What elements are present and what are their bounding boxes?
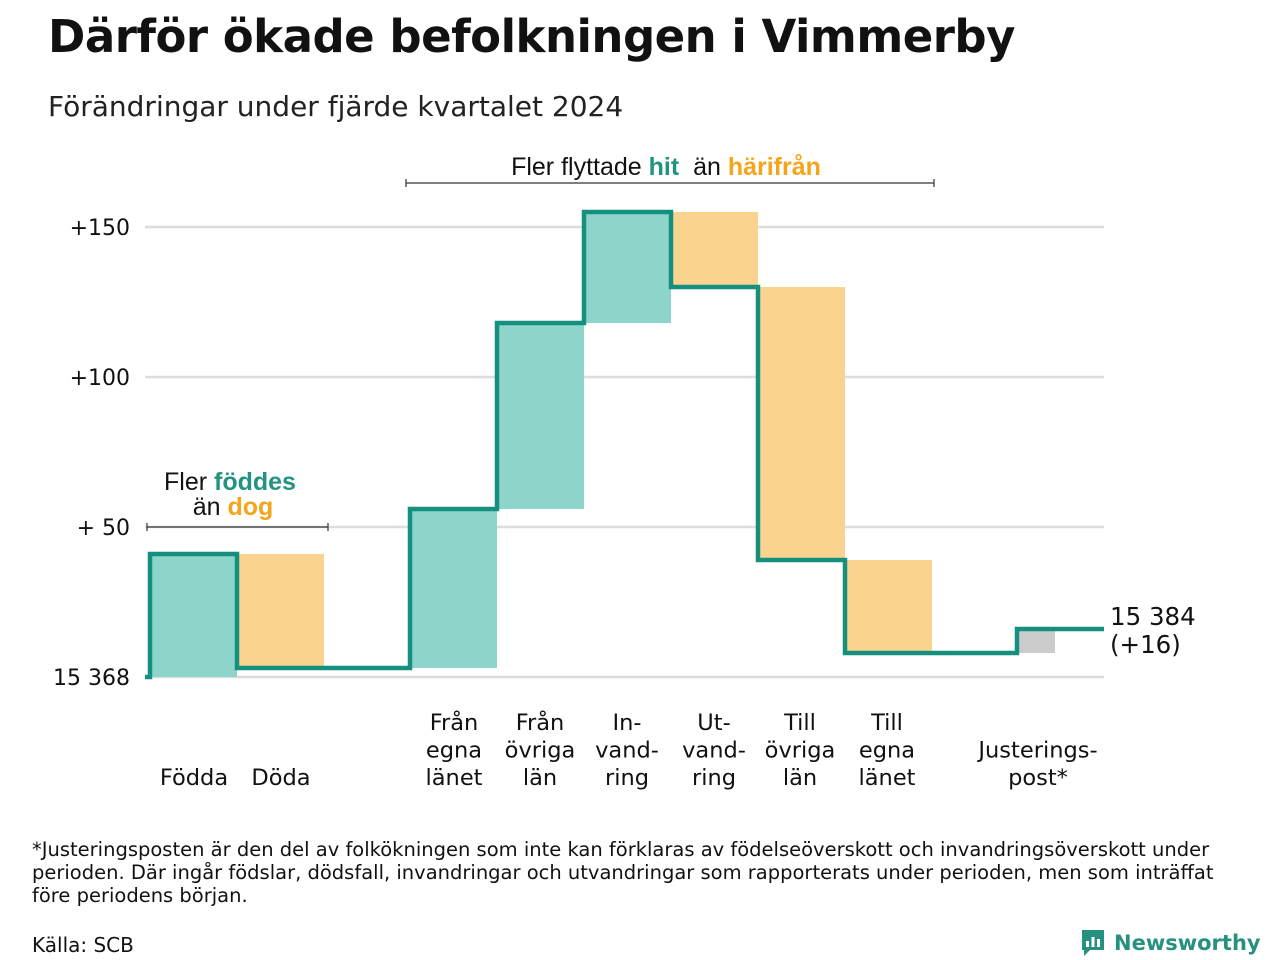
x-tick-label: In-vand-ring bbox=[595, 710, 659, 791]
bar-6 bbox=[671, 212, 758, 287]
x-tick-label-line: övriga bbox=[765, 738, 836, 764]
annotation-text: än bbox=[679, 153, 728, 181]
bar-8 bbox=[845, 560, 932, 653]
bar-2 bbox=[237, 554, 324, 668]
x-tick-label-line: ring bbox=[605, 765, 649, 791]
footnote: *Justeringsposten är den del av folkökni… bbox=[32, 838, 1214, 907]
end-change-label: (+16) bbox=[1110, 630, 1181, 659]
x-tick-label-line: post* bbox=[1008, 765, 1068, 791]
source-text: Källa: SCB bbox=[32, 933, 134, 957]
cumulative-step-line bbox=[145, 209, 1104, 680]
x-tick-label-line: Döda bbox=[251, 765, 310, 791]
x-tick-label-line: In- bbox=[612, 710, 641, 736]
x-tick-label: Till egna länet bbox=[859, 710, 916, 791]
bar-1 bbox=[150, 554, 237, 677]
y-tick-label: + 50 bbox=[77, 516, 130, 541]
newsworthy-logo: Newsworthy bbox=[1080, 928, 1261, 958]
annotation-highlight: hit bbox=[649, 153, 680, 181]
x-tick-label: Justerings-post* bbox=[976, 738, 1097, 792]
x-tick-label-line: ring bbox=[692, 765, 736, 791]
x-tick-label: Från egna länet bbox=[426, 708, 483, 791]
x-tick-label-line: egna bbox=[426, 738, 482, 764]
births-annotation-line1: Fler föddes bbox=[164, 468, 296, 496]
x-tick-label-line: Från bbox=[430, 708, 479, 736]
births-annotation-line2: än dog bbox=[193, 493, 274, 521]
x-tick-label-line: länet bbox=[426, 765, 483, 791]
annotation-text: än bbox=[193, 493, 228, 521]
x-tick-label: Till övriga län bbox=[765, 710, 836, 791]
y-tick-label: +100 bbox=[70, 366, 130, 391]
x-tick-label: Födda bbox=[160, 765, 228, 791]
x-tick-label-line: Till bbox=[870, 710, 903, 736]
newsworthy-logo-icon bbox=[1082, 930, 1104, 956]
x-tick-label-line: Till bbox=[783, 710, 816, 736]
logo-text: Newsworthy bbox=[1114, 931, 1261, 955]
x-tick-label-line: länet bbox=[859, 765, 916, 791]
x-tick-label: Ut-vand-ring bbox=[682, 710, 746, 791]
annotation-text: Fler bbox=[164, 468, 214, 496]
x-tick-label-line: övriga bbox=[505, 738, 576, 764]
x-tick-label-line: Justerings- bbox=[976, 738, 1097, 764]
x-tick-label-line: vand- bbox=[595, 738, 659, 764]
x-tick-label-line: län bbox=[523, 765, 557, 791]
x-tick-label-line: Ut- bbox=[697, 710, 730, 736]
bar-7 bbox=[758, 287, 845, 560]
bars-group bbox=[150, 212, 1055, 677]
chart-title: Därför ökade befolkningen i Vimmerby bbox=[48, 10, 1015, 63]
migration-annotation: Fler flyttade hit än härifrån bbox=[511, 153, 821, 181]
x-tick-label-line: Från bbox=[516, 708, 565, 736]
y-tick-label: 15 368 bbox=[53, 666, 130, 691]
annotation-highlight: föddes bbox=[214, 468, 296, 496]
x-tick-label-line: vand- bbox=[682, 738, 746, 764]
x-tick-label: Från övriga län bbox=[505, 708, 576, 791]
annotation-highlight: härifrån bbox=[728, 153, 821, 181]
bar-9 bbox=[1017, 629, 1055, 653]
x-tick-label-line: egna bbox=[859, 738, 915, 764]
y-tick-label: +150 bbox=[70, 216, 130, 241]
x-tick-label: Döda bbox=[251, 765, 310, 791]
bar-3 bbox=[410, 509, 497, 668]
annotation-highlight: dog bbox=[227, 493, 273, 521]
chart-subtitle: Förändringar under fjärde kvartalet 2024 bbox=[48, 90, 624, 123]
annotation-text: Fler flyttade bbox=[511, 153, 649, 181]
bar-5 bbox=[584, 212, 671, 323]
x-tick-label-line: Födda bbox=[160, 765, 228, 791]
end-value-label: 15 384 bbox=[1110, 602, 1196, 631]
bar-4 bbox=[497, 323, 584, 509]
x-tick-label-line: län bbox=[783, 765, 817, 791]
